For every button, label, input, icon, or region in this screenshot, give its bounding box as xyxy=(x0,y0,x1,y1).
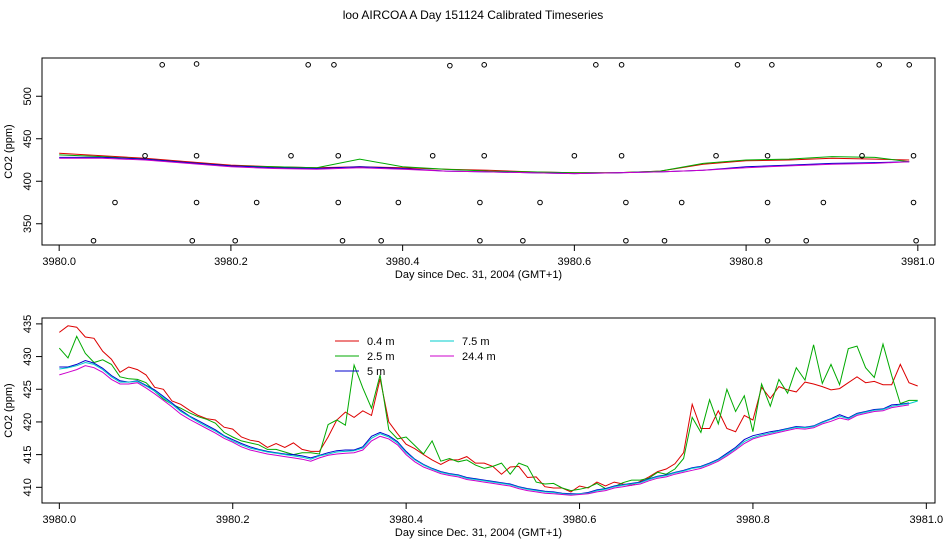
x-tick-label: 3980.4 xyxy=(389,514,423,526)
y-tick-label: 450 xyxy=(22,130,34,148)
legend-label: 7.5 m xyxy=(462,336,490,348)
legend-label: 5 m xyxy=(367,366,385,378)
data-point-marker xyxy=(189,237,196,244)
x-tick-label: 3980.2 xyxy=(214,256,248,268)
data-point-marker xyxy=(537,199,543,206)
data-point-marker xyxy=(618,152,625,159)
series-line-0-4-m xyxy=(59,152,910,174)
series-line-2-5-m xyxy=(58,335,918,492)
y-tick-label: 415 xyxy=(22,445,34,463)
data-point-marker xyxy=(906,62,913,68)
bottom-panel: 3980.0 3980.2 3980.4 3980.6 3980.8 3981.0 410 4… xyxy=(3,315,943,539)
data-point-marker xyxy=(232,237,238,244)
data-point-marker xyxy=(623,237,629,244)
y-axis-label: CO2 (ppm) xyxy=(3,124,15,178)
series-line-24-4-m xyxy=(59,365,910,496)
data-point-marker xyxy=(734,62,741,68)
x-tick-label: 3980.8 xyxy=(736,514,770,526)
plot-frame xyxy=(41,317,936,504)
data-point-marker xyxy=(193,61,200,67)
y-tick-label: 435 xyxy=(22,315,34,333)
x-tick-label: 3980.8 xyxy=(729,256,763,268)
figure-title: loo AIRCOA A Day 151124 Calibrated Times… xyxy=(343,8,604,22)
data-point-marker xyxy=(447,62,453,69)
data-point-marker xyxy=(910,152,917,159)
data-point-marker xyxy=(142,152,148,159)
data-point-marker xyxy=(159,62,166,68)
data-point-marker xyxy=(112,199,118,206)
y-tick-label: 425 xyxy=(22,380,34,398)
data-point-marker xyxy=(910,199,917,206)
series-group xyxy=(59,152,910,175)
data-point-marker xyxy=(90,237,97,244)
data-point-marker xyxy=(481,62,488,68)
data-point-marker xyxy=(618,62,625,68)
x-tick-label: 3980.6 xyxy=(558,256,592,268)
data-point-marker xyxy=(713,152,719,159)
top-panel: 3980.0 3980.2 3980.4 3980.6 3980.8 3981.0 350 4… xyxy=(3,57,936,281)
y-tick-label: 500 xyxy=(22,87,34,105)
data-point-marker xyxy=(477,199,483,206)
y-tick-label: 410 xyxy=(22,478,34,496)
series-group xyxy=(58,325,918,496)
data-point-marker xyxy=(764,152,771,159)
data-point-marker xyxy=(876,62,882,68)
y-tick-label: 420 xyxy=(22,413,34,431)
data-point-marker xyxy=(803,237,810,244)
x-tick-label: 3980.2 xyxy=(216,514,250,526)
data-point-marker xyxy=(593,62,599,68)
data-point-marker xyxy=(395,199,402,206)
y-tick-label: 430 xyxy=(22,347,34,365)
y-axis-label: CO2 (ppm) xyxy=(3,383,15,437)
data-point-marker xyxy=(769,62,775,68)
data-point-marker xyxy=(193,152,200,159)
x-tick-label: 3981.0 xyxy=(901,256,935,268)
data-point-marker xyxy=(571,152,578,159)
data-point-marker xyxy=(477,237,483,244)
data-point-marker xyxy=(335,152,342,159)
data-point-marker xyxy=(481,152,488,159)
x-axis-label: Day since Dec. 31, 2004 (GMT+1) xyxy=(395,269,562,281)
plot-frame xyxy=(41,57,936,246)
data-point-marker xyxy=(253,199,260,206)
data-point-marker xyxy=(623,199,629,206)
y-tick-label: 400 xyxy=(22,172,34,190)
series-line-5-m xyxy=(59,359,910,495)
data-point-marker xyxy=(335,199,342,206)
x-tick-label: 3980.0 xyxy=(43,514,77,526)
data-point-marker xyxy=(288,152,294,159)
x-axis-label: Day since Dec. 31, 2004 (GMT+1) xyxy=(395,527,562,539)
x-tick-label: 3980.4 xyxy=(386,256,420,268)
data-point-marker xyxy=(764,237,771,244)
data-point-marker xyxy=(859,152,865,159)
x-tick-label: 3980.0 xyxy=(42,256,76,268)
x-tick-label: 3980.6 xyxy=(563,514,597,526)
data-point-marker xyxy=(520,237,526,244)
data-point-marker xyxy=(764,199,771,206)
legend-label: 0.4 m xyxy=(367,336,395,348)
data-point-marker xyxy=(331,62,337,68)
data-point-marker xyxy=(661,237,668,244)
legend-label: 24.4 m xyxy=(462,351,496,363)
data-point-marker xyxy=(339,237,346,244)
y-tick-label: 350 xyxy=(22,215,34,233)
series-line-24-4-m xyxy=(59,157,910,175)
data-point-marker xyxy=(378,237,384,244)
data-point-marker xyxy=(913,237,919,244)
data-point-marker xyxy=(678,199,685,206)
legend-label: 2.5 m xyxy=(367,351,395,363)
series-line-7-5-m xyxy=(59,361,918,496)
x-tick-label: 3981.0 xyxy=(910,514,944,526)
data-point-marker xyxy=(429,152,436,159)
data-point-marker xyxy=(305,62,311,68)
data-point-marker xyxy=(820,199,827,206)
data-point-marker xyxy=(193,199,200,206)
